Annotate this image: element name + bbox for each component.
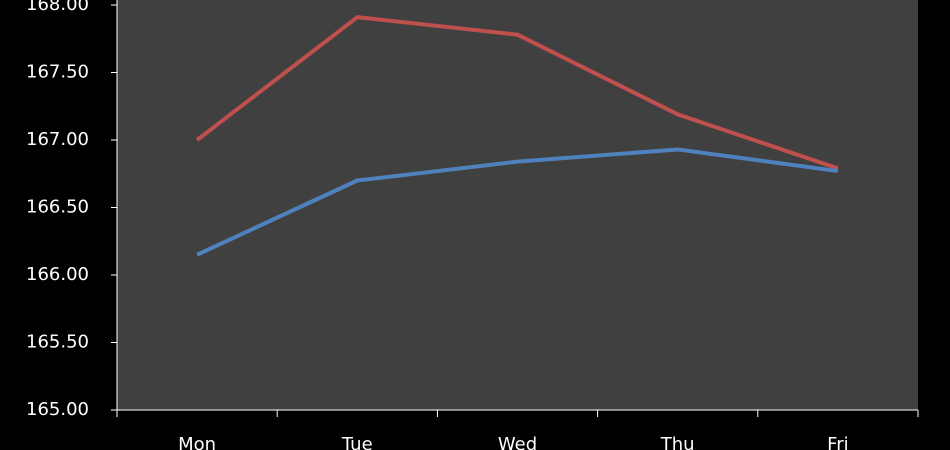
x-tick-label: Mon (178, 434, 216, 450)
x-tick-label: Fri (827, 434, 848, 450)
y-tick-label: 165.50 (26, 332, 89, 353)
line-series (195, 15, 839, 171)
y-tick-label: 167.00 (26, 129, 89, 150)
y-tick-label: 165.00 (26, 399, 89, 420)
line-series (196, 147, 839, 257)
y-tick-label: 166.00 (26, 264, 89, 285)
plot-area (117, 0, 918, 410)
x-tick-label: Tue (341, 434, 373, 450)
y-tick-label: 166.50 (26, 197, 89, 218)
x-tick-label: Wed (498, 434, 537, 450)
y-tick-label: 167.50 (26, 62, 89, 83)
x-tick-label: Thu (660, 434, 695, 450)
y-tick-label: 168.00 (26, 0, 89, 15)
